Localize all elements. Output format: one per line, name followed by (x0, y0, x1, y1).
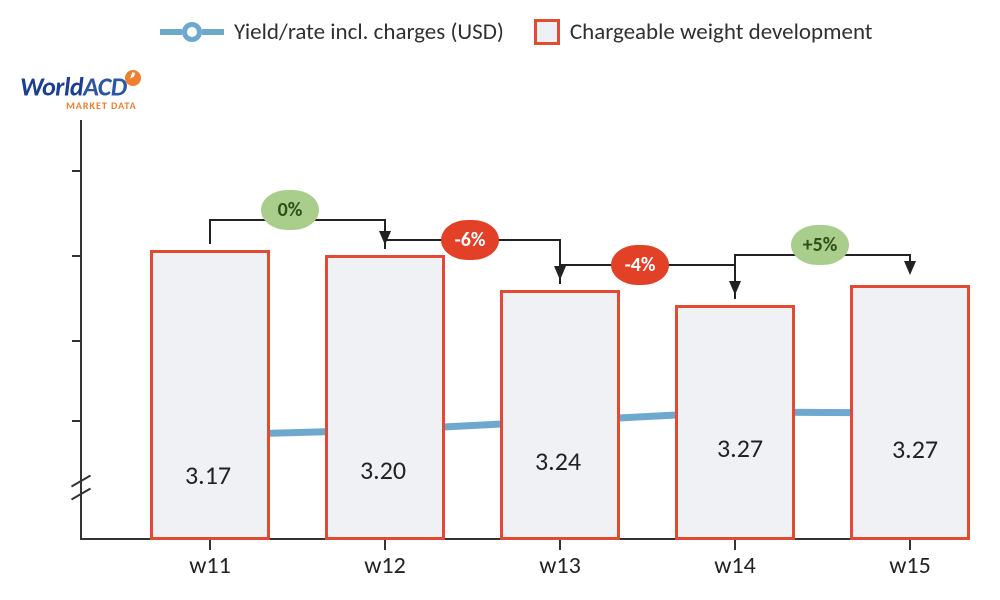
x-label: w13 (500, 551, 620, 580)
weight-bar (850, 285, 970, 540)
x-label: w11 (150, 551, 270, 580)
y-tick (72, 170, 82, 172)
change-badge: -4% (611, 245, 669, 285)
yield-value: 3.17 (185, 459, 231, 491)
yield-value: 3.27 (892, 433, 938, 465)
x-tick (909, 540, 911, 550)
change-badge: -6% (441, 220, 499, 260)
x-tick (384, 540, 386, 550)
yield-value: 3.27 (717, 432, 763, 464)
x-label: w12 (325, 551, 445, 580)
x-tick (209, 540, 211, 550)
legend-weight: Chargeable weight development (534, 18, 873, 46)
y-tick (72, 420, 82, 422)
brand-name: WorldACD (20, 70, 141, 103)
yield-value: 3.20 (360, 454, 406, 486)
change-badge: +5% (791, 225, 849, 265)
brand-part-b: ACD (83, 71, 127, 103)
y-tick (72, 340, 82, 342)
weight-bar (500, 290, 620, 540)
weight-bar (150, 250, 270, 540)
box-marker-icon (534, 19, 560, 45)
chart-legend: Yield/rate incl. charges (USD) Chargeabl… (160, 18, 873, 46)
line-marker-icon (160, 22, 224, 42)
brand-dot-icon (125, 70, 141, 86)
weight-bar (325, 255, 445, 540)
x-tick (559, 540, 561, 550)
brand-logo: WorldACD MARKET DATA (20, 70, 141, 112)
weight-bar (675, 305, 795, 540)
legend-yield: Yield/rate incl. charges (USD) (160, 18, 504, 46)
x-label: w14 (675, 551, 795, 580)
legend-weight-label: Chargeable weight development (570, 18, 873, 46)
x-label: w15 (850, 551, 970, 580)
yield-value: 3.24 (535, 445, 581, 477)
legend-yield-label: Yield/rate incl. charges (USD) (234, 18, 504, 46)
brand-part-a: World (20, 71, 83, 103)
change-badge: 0% (261, 190, 319, 230)
y-tick (72, 255, 82, 257)
chart-area: w11w12w13w14w153.173.203.243.273.270%-6%… (80, 120, 960, 540)
x-tick (734, 540, 736, 550)
